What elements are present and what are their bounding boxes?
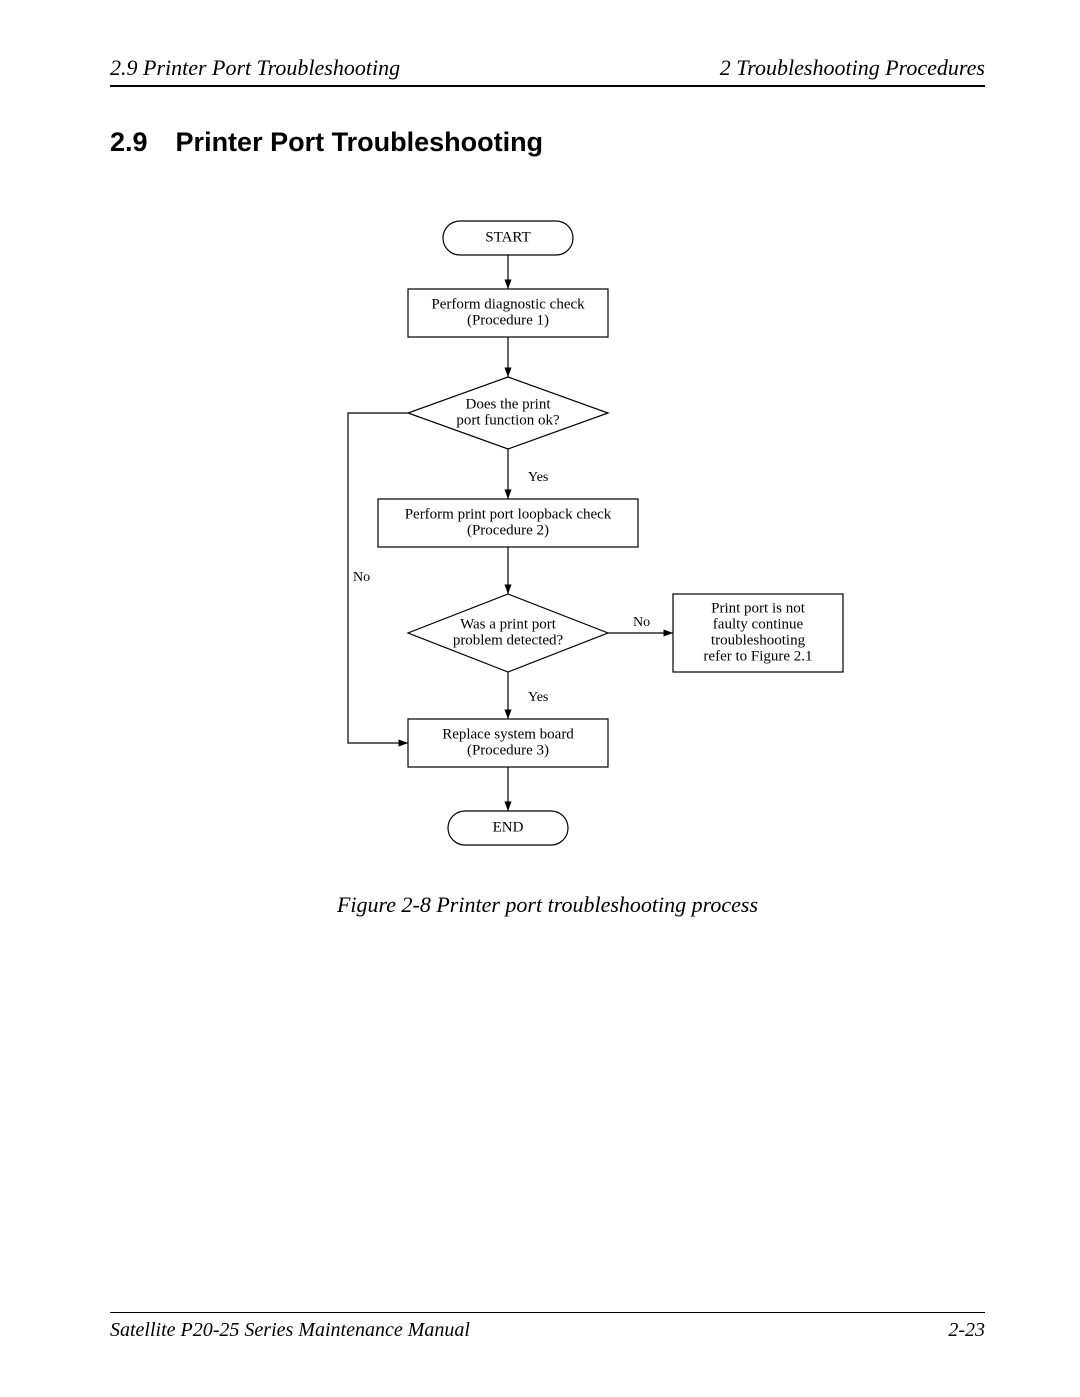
svg-text:Does the print: Does the print [465,396,551,412]
svg-text:No: No [353,570,370,585]
svg-text:(Procedure 1): (Procedure 1) [466,312,548,328]
header-left: 2.9 Printer Port Troubleshooting [110,55,400,81]
svg-text:Yes: Yes [528,470,548,485]
header-rule [110,85,985,87]
page-header: 2.9 Printer Port Troubleshooting 2 Troub… [110,55,985,85]
section-number: 2.9 [110,127,148,158]
header-right: 2 Troubleshooting Procedures [720,55,985,81]
svg-text:Perform print port loopback ch: Perform print port loopback check [404,506,611,522]
flowchart: YesYesNoNoSTARTPerform diagnostic check(… [238,208,858,868]
footer-right: 2-23 [948,1319,985,1342]
svg-text:START: START [485,229,530,245]
svg-text:(Procedure 3): (Procedure 3) [466,742,548,758]
figure-caption: Figure 2-8 Printer port troubleshooting … [110,892,985,918]
page-footer: Satellite P20-25 Series Maintenance Manu… [110,1312,985,1342]
svg-text:troubleshooting: troubleshooting [710,632,805,648]
footer-left: Satellite P20-25 Series Maintenance Manu… [110,1319,470,1342]
svg-text:Print port is not: Print port is not [711,600,806,616]
footer-rule [110,1312,985,1313]
svg-text:refer to Figure 2.1: refer to Figure 2.1 [703,648,812,664]
flowchart-container: YesYesNoNoSTARTPerform diagnostic check(… [110,208,985,868]
svg-text:faulty continue: faulty continue [712,616,803,632]
svg-text:port function ok?: port function ok? [456,412,560,428]
svg-text:Yes: Yes [528,690,548,705]
svg-text:Replace system board: Replace system board [442,726,574,742]
svg-text:Was a print port: Was a print port [460,616,557,632]
svg-text:(Procedure 2): (Procedure 2) [466,522,548,538]
section-title: 2.9 Printer Port Troubleshooting [110,127,985,158]
svg-text:END: END [492,819,523,835]
svg-text:Perform diagnostic check: Perform diagnostic check [431,296,585,312]
svg-text:problem detected?: problem detected? [452,632,563,648]
svg-text:No: No [633,615,650,630]
section-heading: Printer Port Troubleshooting [176,127,544,157]
